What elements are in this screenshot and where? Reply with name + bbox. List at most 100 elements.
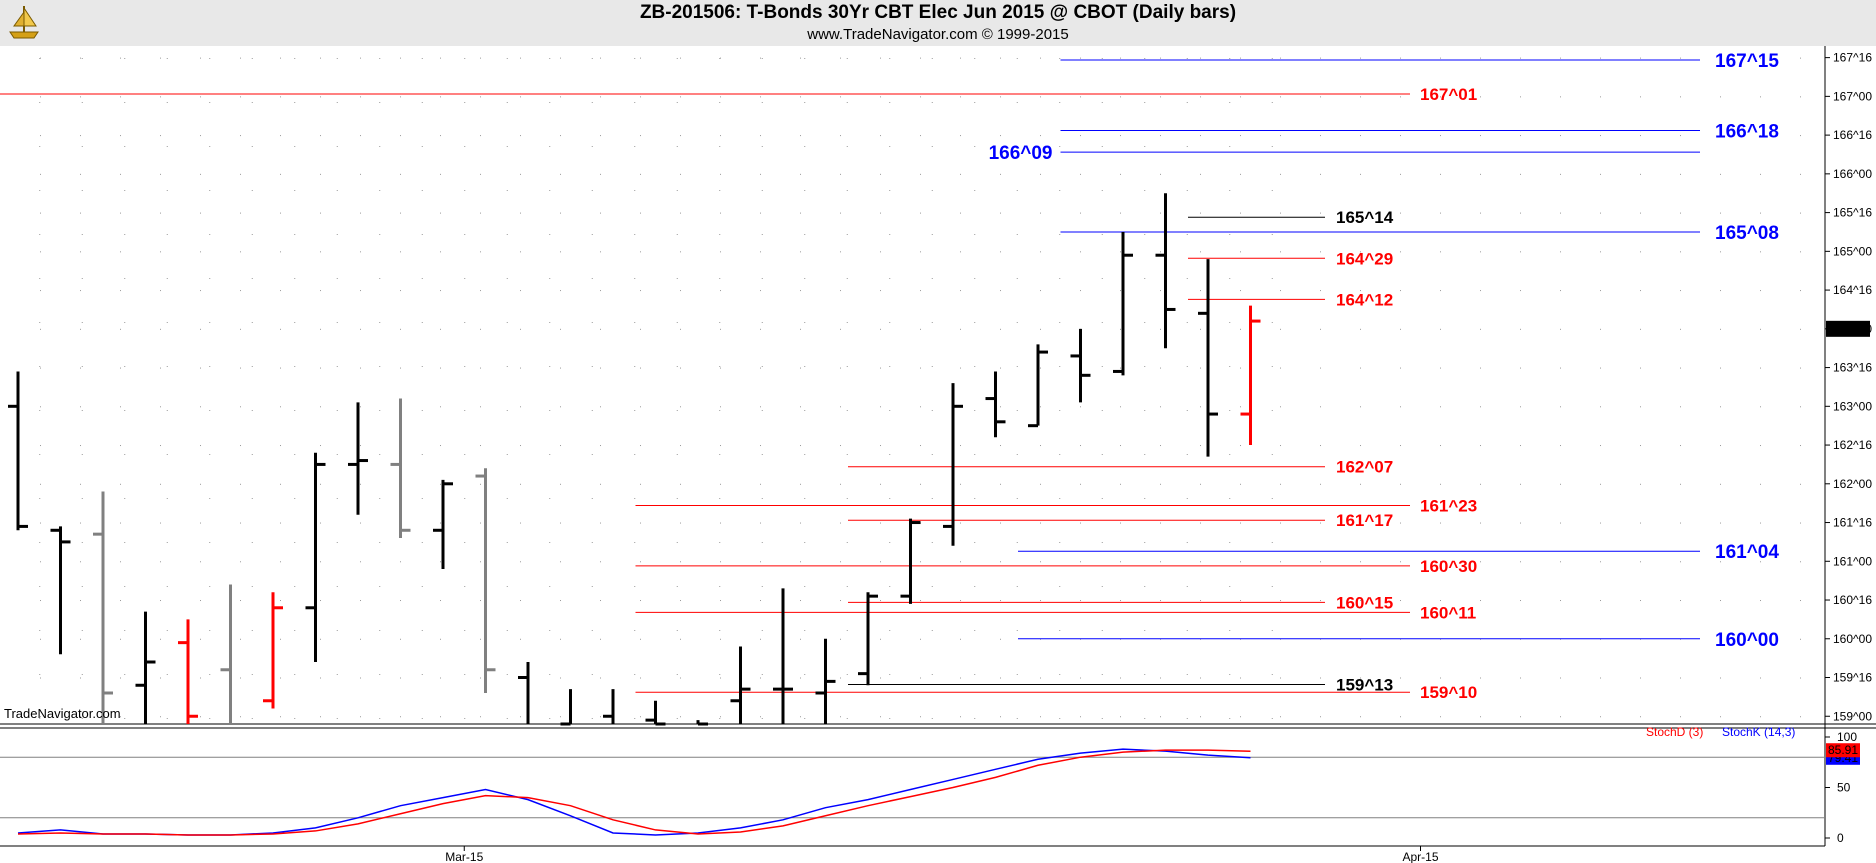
grid-dot [880, 173, 881, 175]
grid-dot [1560, 600, 1561, 602]
grid-dot [960, 328, 961, 330]
grid-dot [640, 406, 641, 408]
grid-dot [1080, 716, 1081, 718]
grid-dot [880, 561, 881, 563]
grid-dot [1120, 600, 1121, 602]
grid-dot [600, 135, 601, 137]
grid-dot [1229, 58, 1231, 59]
grid-dot [1800, 251, 1801, 253]
grid-dot [1240, 600, 1241, 602]
grid-dot [1760, 677, 1761, 679]
grid-dot [294, 234, 296, 235]
grid-dot [1271, 102, 1273, 103]
grid-dot [280, 96, 281, 98]
grid-dot [1680, 561, 1681, 563]
grid-dot [1144, 674, 1146, 675]
grid-dot [1320, 57, 1321, 59]
grid-dot [1080, 290, 1081, 292]
grid-dot [1101, 498, 1103, 499]
grid-dot [1520, 716, 1521, 718]
grid-dot [640, 600, 641, 602]
grid-dot [960, 483, 961, 485]
grid-dot [1760, 251, 1761, 253]
grid-dot [1680, 522, 1681, 524]
grid-dot [880, 57, 881, 59]
grid-dot [920, 716, 921, 718]
grid-dot [760, 96, 761, 98]
grid-dot [840, 57, 841, 59]
grid-dot [1360, 716, 1361, 718]
grid-dot [379, 630, 381, 631]
grid-dot [1280, 367, 1281, 369]
grid-dot [800, 367, 801, 369]
grid-dot [39, 146, 41, 147]
grid-dot [1144, 366, 1146, 367]
grid-dot [1016, 190, 1018, 191]
y-tick-label: 165^16 [1833, 206, 1872, 220]
grid-dot [1280, 522, 1281, 524]
grid-dot [251, 454, 253, 455]
grid-dot [120, 173, 121, 175]
grid-dot [1640, 173, 1641, 175]
grid-dot [719, 190, 721, 191]
grid-dot [1000, 716, 1001, 718]
grid-dot [1600, 445, 1601, 447]
grid-dot [840, 600, 841, 602]
grid-dot [800, 57, 801, 59]
grid-dot [320, 135, 321, 137]
grid-dot [1144, 322, 1146, 323]
grid-dot [1560, 367, 1561, 369]
grid-dot [80, 522, 81, 524]
grid-dot [676, 718, 678, 719]
grid-dot [440, 367, 441, 369]
grid-dot [336, 234, 338, 235]
grid-dot [560, 483, 561, 485]
grid-dot [1144, 234, 1146, 235]
grid-dot [840, 677, 841, 679]
grid-dot [1640, 483, 1641, 485]
grid-dot [464, 454, 466, 455]
grid-dot [40, 561, 41, 563]
grid-dot [280, 367, 281, 369]
grid-dot [840, 135, 841, 137]
grid-dot [251, 586, 253, 587]
grid-dot [1200, 135, 1201, 137]
grid-dot [974, 718, 976, 719]
stoch-y-tick-label: 0 [1837, 831, 1844, 845]
grid-dot [320, 445, 321, 447]
grid-dot [360, 328, 361, 330]
grid-dot [1800, 328, 1801, 330]
y-tick-label: 159^00 [1833, 709, 1872, 723]
grid-dot [1240, 483, 1241, 485]
grid-dot [591, 190, 593, 191]
grid-dot [560, 173, 561, 175]
grid-dot [719, 58, 721, 59]
grid-dot [520, 445, 521, 447]
grid-dot [960, 600, 961, 602]
grid-dot [591, 234, 593, 235]
grid-dot [421, 234, 423, 235]
grid-dot [440, 483, 441, 485]
grid-dot [80, 716, 81, 718]
grid-dot [251, 278, 253, 279]
grid-dot [336, 58, 338, 59]
grid-dot [846, 278, 848, 279]
grid-dot [80, 173, 81, 175]
grid-dot [600, 677, 601, 679]
grid-dot [1440, 483, 1441, 485]
grid-dot [40, 600, 41, 602]
grid-dot [920, 173, 921, 175]
grid-dot [560, 212, 561, 214]
grid-dot [840, 561, 841, 563]
grid-dot [1040, 212, 1041, 214]
grid-dot [480, 522, 481, 524]
grid-dot [81, 718, 83, 719]
grid-dot [1360, 522, 1361, 524]
grid-dot [846, 410, 848, 411]
grid-dot [974, 278, 976, 279]
grid-dot [640, 716, 641, 718]
grid-dot [1080, 57, 1081, 59]
price-level-label: 160^00 [1715, 630, 1779, 651]
grid-dot [336, 718, 338, 719]
